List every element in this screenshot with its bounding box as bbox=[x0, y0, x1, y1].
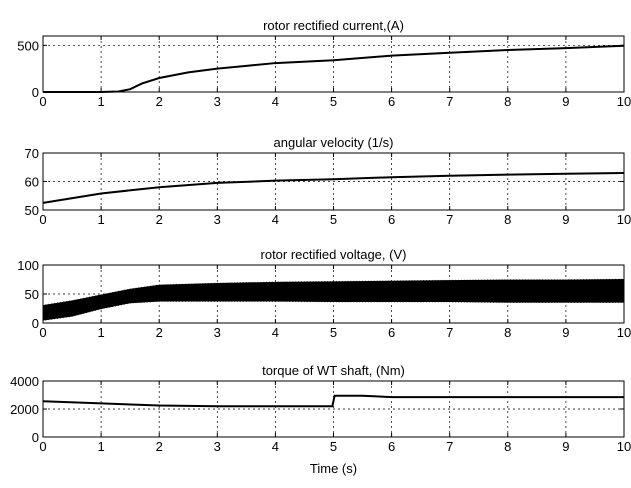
x-tick-label: 1 bbox=[97, 212, 104, 227]
x-tick-label: 6 bbox=[388, 439, 395, 454]
x-tick-label: 0 bbox=[39, 439, 46, 454]
x-tick-label: 1 bbox=[97, 325, 104, 340]
x-tick-label: 6 bbox=[388, 212, 395, 227]
x-tick-label: 7 bbox=[446, 94, 453, 109]
x-tick-label: 4 bbox=[272, 212, 279, 227]
x-tick-label: 9 bbox=[562, 325, 569, 340]
x-tick-label: 2 bbox=[156, 325, 163, 340]
y-tick-label: 0 bbox=[32, 85, 39, 100]
x-tick-label: 2 bbox=[156, 94, 163, 109]
x-axis-label: Time (s) bbox=[310, 461, 357, 476]
x-tick-label: 3 bbox=[214, 439, 221, 454]
chart-panel-3: rotor rectified voltage, (V) 0 1 2 3 4 5 6 7 8 9 10… bbox=[17, 247, 631, 340]
y-tick-label: 2000 bbox=[10, 402, 39, 417]
x-tick-label: 10 bbox=[617, 94, 631, 109]
x-tick-label: 3 bbox=[214, 94, 221, 109]
x-tick-label: 1 bbox=[97, 439, 104, 454]
chart-title: rotor rectified voltage, (V) bbox=[261, 247, 407, 262]
y-tick-label: 60 bbox=[25, 175, 39, 190]
x-tick-label: 7 bbox=[446, 212, 453, 227]
x-tick-label: 6 bbox=[388, 325, 395, 340]
series-line-1 bbox=[42, 171, 625, 204]
x-tick-label: 0 bbox=[39, 212, 46, 227]
y-tick-label: 4000 bbox=[10, 374, 39, 389]
y-tick-label: 0 bbox=[32, 430, 39, 445]
chart-title: angular velocity (1/s) bbox=[274, 135, 394, 150]
y-tick-label: 100 bbox=[17, 258, 39, 273]
chart-panel-4: torque of WT shaft, (Nm) 0 1 2 3 4 5 6 7 8 9 10 0 200… bbox=[10, 363, 631, 476]
x-tick-label: 8 bbox=[504, 325, 511, 340]
x-tick-label: 8 bbox=[504, 439, 511, 454]
x-tick-label: 3 bbox=[214, 325, 221, 340]
chart-title: torque of WT shaft, (Nm) bbox=[262, 363, 405, 378]
chart-panel-1: rotor rectified current,(A) 0 1 2 3 4 5 6 7 8 9 10 0… bbox=[17, 18, 631, 109]
x-tick-label: 6 bbox=[388, 94, 395, 109]
y-tick-label: 500 bbox=[17, 38, 39, 53]
x-tick-label: 9 bbox=[562, 439, 569, 454]
y-tick-label: 50 bbox=[25, 287, 39, 302]
x-tick-label: 2 bbox=[156, 212, 163, 227]
x-tick-label: 2 bbox=[156, 439, 163, 454]
x-tick-label: 10 bbox=[617, 325, 631, 340]
plot-frame bbox=[42, 35, 625, 93]
x-tick-label: 4 bbox=[272, 325, 279, 340]
x-tick-label: 4 bbox=[272, 439, 279, 454]
x-tick-label: 7 bbox=[446, 325, 453, 340]
x-tick-label: 0 bbox=[39, 325, 46, 340]
y-tick-label: 50 bbox=[25, 203, 39, 218]
x-tick-label: 0 bbox=[39, 94, 46, 109]
x-tick-label: 8 bbox=[504, 212, 511, 227]
y-tick-label: 0 bbox=[32, 316, 39, 331]
x-tick-label: 5 bbox=[330, 325, 337, 340]
series-line-1 bbox=[42, 394, 624, 408]
x-tick-label: 9 bbox=[562, 212, 569, 227]
x-tick-label: 4 bbox=[272, 94, 279, 109]
x-tick-label: 8 bbox=[504, 94, 511, 109]
y-tick-label: 70 bbox=[25, 146, 39, 161]
x-tick-label: 3 bbox=[214, 212, 221, 227]
x-tick-label: 1 bbox=[97, 94, 104, 109]
x-tick-label: 7 bbox=[446, 439, 453, 454]
chart-panel-2: angular velocity (1/s) 0 1 2 3 4 5 6 7 8 9 10 50 60 70 bbox=[25, 135, 631, 227]
x-tick-label: 9 bbox=[562, 94, 569, 109]
series-line-1 bbox=[43, 44, 625, 93]
x-tick-label: 10 bbox=[617, 212, 631, 227]
x-tick-label: 5 bbox=[330, 94, 337, 109]
x-tick-label: 5 bbox=[330, 212, 337, 227]
x-tick-label: 10 bbox=[617, 439, 631, 454]
chart-title: rotor rectified current,(A) bbox=[263, 18, 404, 33]
x-tick-label: 5 bbox=[330, 439, 337, 454]
